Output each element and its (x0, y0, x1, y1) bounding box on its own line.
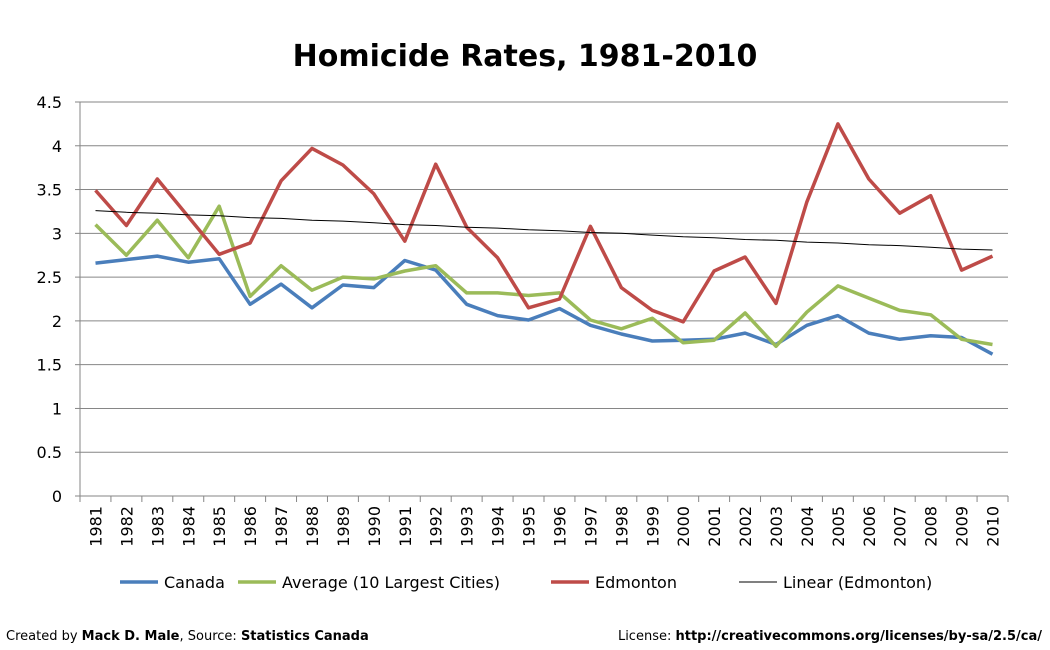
x-tick-label: 2005 (829, 506, 848, 547)
x-tick-label: 2007 (891, 506, 910, 547)
x-tick-label: 2004 (798, 506, 817, 547)
x-tick-label: 1984 (179, 506, 198, 547)
x-tick-label: 1988 (303, 506, 322, 547)
legend-label: Linear (Edmonton) (783, 573, 932, 592)
legend-label: Canada (164, 573, 225, 592)
y-tick-label: 1 (52, 399, 62, 418)
y-tick-label: 3.5 (37, 181, 62, 200)
x-tick-label: 2000 (674, 506, 693, 547)
y-tick-label: 1.5 (37, 356, 62, 375)
x-tick-label: 1992 (427, 506, 446, 547)
author-name: Mack D. Male (81, 629, 180, 644)
x-tick-label: 1986 (241, 506, 260, 547)
footer-credit: Created by Mack D. Male, Source: Statist… (6, 629, 369, 644)
y-tick-label: 3 (52, 224, 62, 243)
x-tick-label: 1994 (489, 506, 508, 547)
series-lines (94, 122, 994, 356)
x-tick-label: 1993 (458, 506, 477, 547)
x-tick-label: 2010 (984, 506, 1003, 547)
x-tick-label: 1995 (520, 506, 539, 547)
x-tick-label: 2003 (767, 506, 786, 547)
y-tick-label: 0.5 (37, 443, 62, 462)
y-tick-label: 2 (52, 312, 62, 331)
x-tick-label: 1981 (86, 506, 105, 547)
x-axis-tick-labels: 1981 1982 1983 1984 1985 1986 1987 1988 1989 1990… (86, 506, 1002, 547)
x-tick-label: 1987 (272, 506, 291, 547)
series-line-4 (95, 210, 993, 251)
x-tick-label: 2009 (953, 506, 972, 547)
footer-license: License: http://creativecommons.org/lice… (618, 629, 1042, 644)
line-chart: Homicide Rates, 1981-2010 0 0.5 1 1.5 2 2.5 3 3… (37, 39, 1009, 592)
y-axis-tick-labels: 0 0.5 1 1.5 2 2.5 3 3.5 4 4.5 (37, 93, 62, 506)
x-tick-label: 1985 (210, 506, 229, 547)
grid-lines (80, 101, 1008, 453)
y-tick-label: 2.5 (37, 268, 62, 287)
x-tick-label: 1998 (612, 506, 631, 547)
x-tick-label: 1982 (117, 506, 136, 547)
created-by-label: Created by (6, 629, 82, 644)
legend: Canada Average (10 Largest Cities) Edmonto… (120, 573, 932, 592)
source-name: Statistics Canada (240, 629, 369, 644)
x-tick-label: 2002 (736, 506, 755, 547)
license-label: License: (617, 629, 676, 644)
chart-title: Homicide Rates, 1981-2010 (293, 39, 758, 74)
x-tick-label: 1997 (581, 506, 600, 547)
legend-label: Average (10 Largest Cities) (282, 573, 500, 592)
x-tick-label: 2006 (860, 506, 879, 547)
x-tick-label: 1991 (396, 506, 415, 547)
series-line-2 (94, 204, 993, 349)
axes (75, 101, 1009, 502)
series-line-3 (94, 122, 994, 324)
y-tick-label: 4 (52, 137, 62, 156)
x-tick-label: 1990 (365, 506, 384, 547)
x-tick-label: 1996 (550, 506, 569, 547)
y-tick-label: 4.5 (37, 93, 62, 112)
x-tick-label: 2008 (922, 506, 941, 547)
legend-label: Edmonton (595, 573, 677, 592)
series-line-1 (95, 254, 994, 356)
x-tick-label: 1999 (643, 506, 662, 547)
license-url: http://creativecommons.org/licenses/by-s… (675, 629, 1042, 644)
x-tick-label: 1989 (334, 506, 353, 547)
y-tick-label: 0 (52, 487, 62, 506)
x-tick-label: 1983 (148, 506, 167, 547)
x-tick-label: 2001 (705, 506, 724, 547)
source-label: , Source: (179, 629, 241, 644)
